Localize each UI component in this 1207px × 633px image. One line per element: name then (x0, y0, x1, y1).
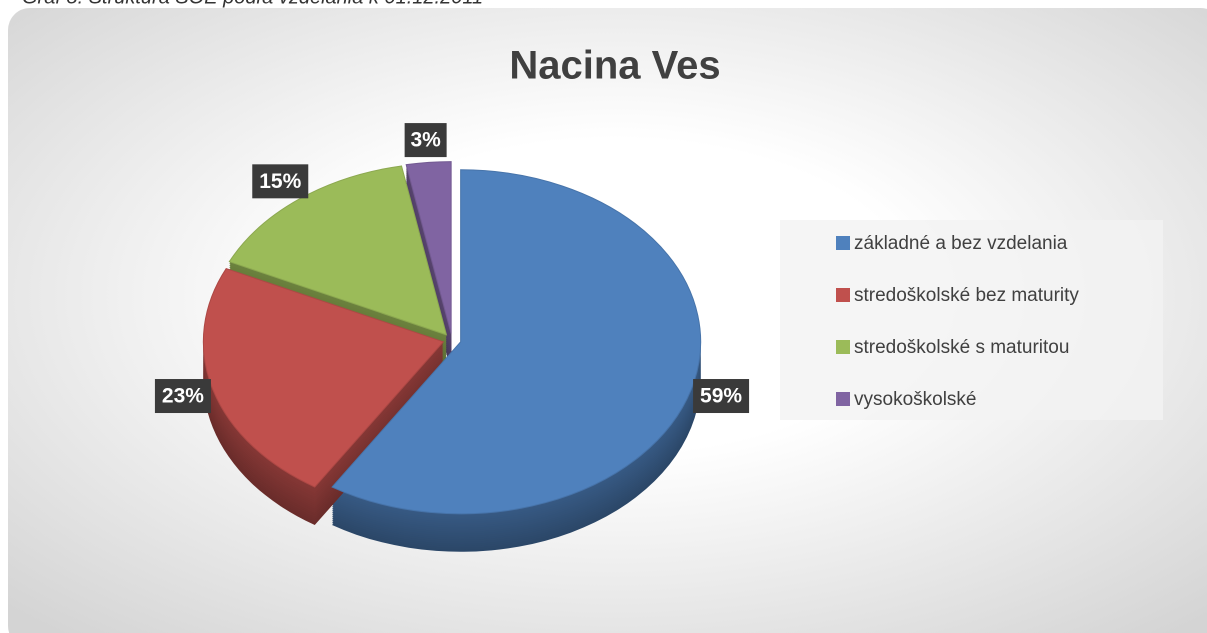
legend-label: stredoškolské bez maturity (854, 285, 1079, 306)
slice (405, 161, 452, 334)
data-label: 15% (259, 170, 301, 193)
legend-swatch (836, 392, 850, 406)
legend-swatch (836, 236, 850, 250)
data-label-box (252, 164, 309, 199)
legend-label: základné a bez vzdelania (854, 233, 1068, 254)
legend-label: vysokoškolské (854, 389, 977, 410)
data-label: 3% (410, 129, 441, 152)
slice (228, 165, 448, 336)
legend (780, 220, 1163, 420)
slice (331, 169, 702, 515)
data-label-box (404, 123, 447, 158)
data-label-box (154, 379, 211, 414)
caption: Graf 8: Štruktúra SOE podľa vzdelania k … (22, 0, 483, 8)
legend-swatch (836, 340, 850, 354)
pie (202, 161, 702, 552)
data-label: 59% (700, 385, 742, 408)
chart-title: Nacina Ves (509, 44, 720, 88)
legend-label: stredoškolské s maturitou (854, 337, 1069, 358)
legend-swatch (836, 288, 850, 302)
data-label-box (693, 379, 750, 414)
slice (202, 267, 445, 488)
data-label: 23% (162, 385, 204, 408)
